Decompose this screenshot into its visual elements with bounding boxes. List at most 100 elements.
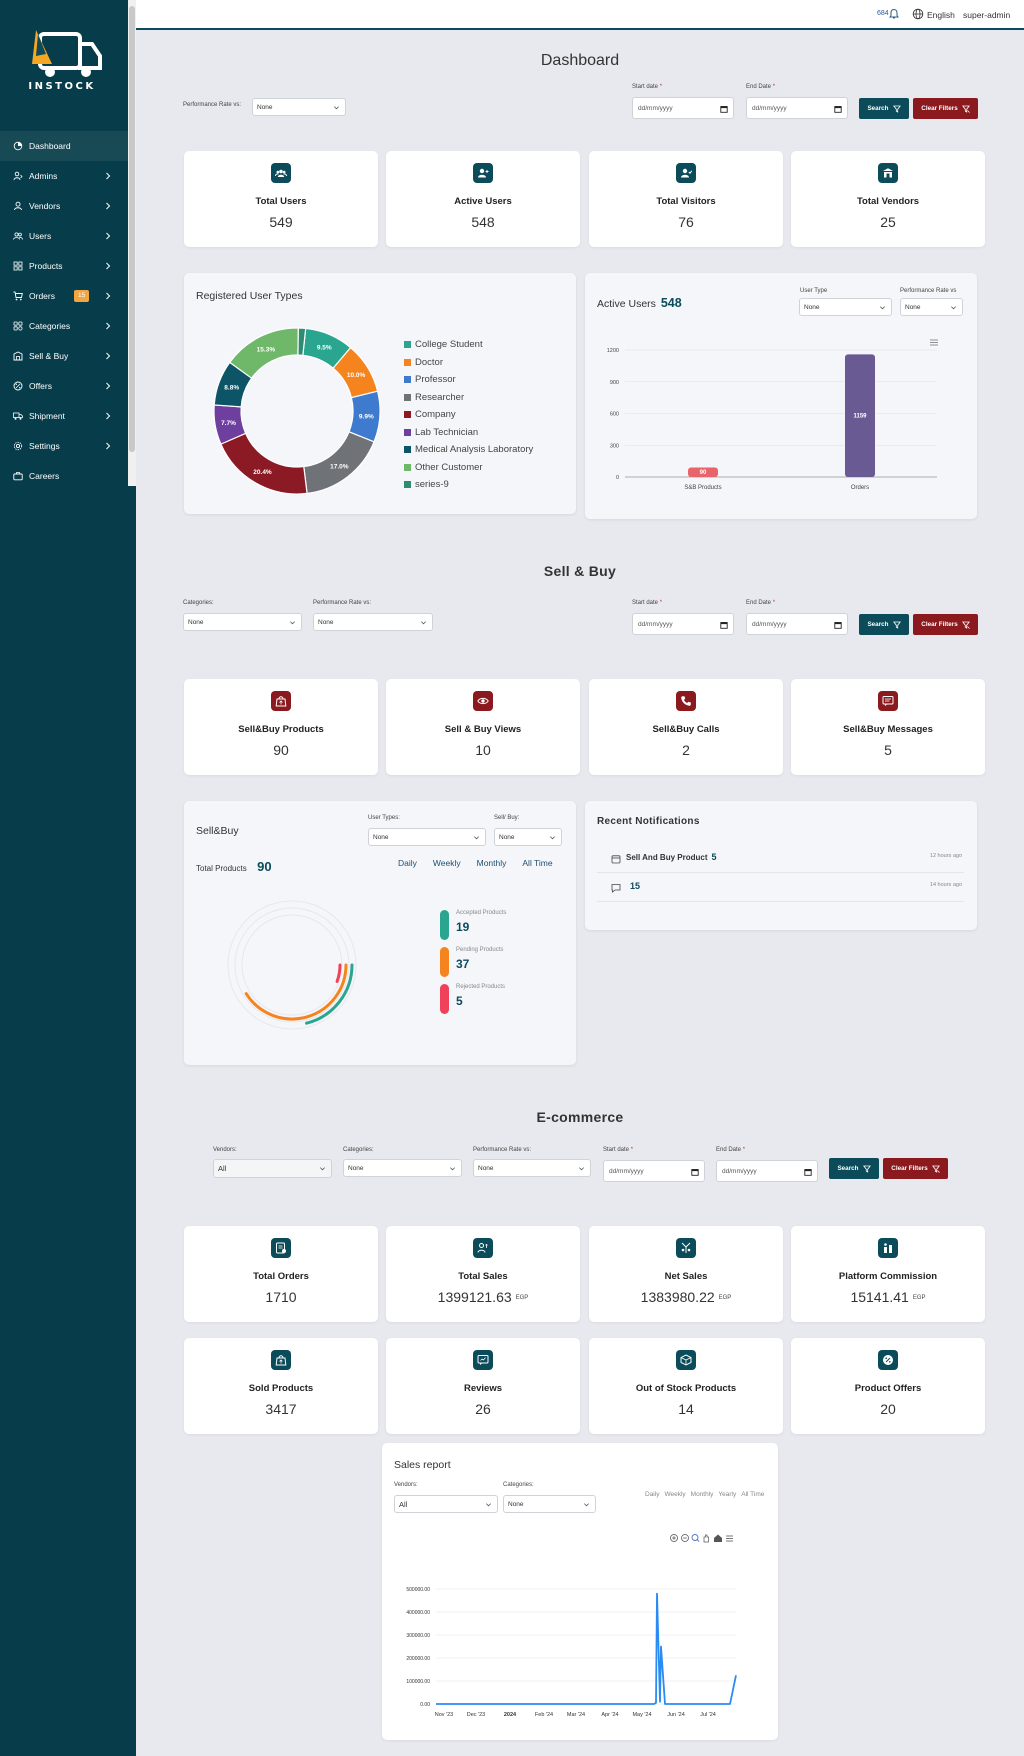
notifications-panel: Recent Notifications Sell And Buy Produc… — [585, 801, 977, 930]
tab-monthly[interactable]: Monthly — [476, 858, 507, 868]
sidebar-item-label: Dashboard — [29, 141, 71, 151]
sidebar-item-vendors[interactable]: Vendors — [0, 191, 128, 221]
globe-icon[interactable] — [912, 8, 924, 20]
sidebar-item-admins[interactable]: Admins — [0, 161, 128, 191]
menu-icon[interactable] — [726, 1535, 733, 1542]
stat-value-row: 10 — [386, 742, 580, 758]
notification-count: 5 — [711, 852, 717, 862]
sr-tab-yearly[interactable]: Yearly — [718, 1491, 737, 1498]
sr-vendors-select[interactable]: All — [394, 1495, 498, 1513]
sr-tab-weekly[interactable]: Weekly — [664, 1491, 686, 1498]
stat-value-row: 15141.41 EGP — [791, 1289, 985, 1305]
bar-s-b-products[interactable] — [688, 467, 718, 477]
radial-arc-pending-products[interactable] — [244, 963, 348, 1021]
legend-item[interactable]: Other Customer — [404, 459, 533, 477]
sr-tab-all-time[interactable]: All Time — [741, 1491, 765, 1498]
chevron-right-icon — [104, 352, 112, 360]
phone-icon — [676, 691, 696, 711]
sidebar-item-careers[interactable]: Careers — [0, 461, 128, 491]
stat-title: Sell&Buy Calls — [652, 724, 720, 735]
start-date-input[interactable]: dd/mm/yyyy — [632, 97, 734, 119]
required-mark: * — [772, 600, 776, 606]
sb-performance-select[interactable]: None — [313, 613, 433, 631]
legend-label: Researcher — [415, 391, 465, 403]
performance-select[interactable]: None — [252, 98, 346, 116]
donut-slice-company[interactable] — [220, 432, 308, 495]
stat-title: Sell & Buy Views — [444, 724, 522, 735]
pan-icon[interactable] — [703, 1534, 709, 1543]
sidebar-item-settings[interactable]: Settings — [0, 431, 128, 461]
chevron-right-icon — [104, 442, 112, 450]
radial-arc-accepted-products[interactable] — [305, 963, 354, 1025]
ec-performance-select[interactable]: None — [473, 1159, 591, 1177]
legend-item[interactable]: Doctor — [404, 354, 533, 372]
legend-item[interactable]: series-9 — [404, 476, 533, 494]
calendar-icon[interactable] — [720, 105, 728, 113]
calendar-icon[interactable] — [804, 1168, 812, 1176]
perf-rate-select[interactable]: None — [900, 298, 963, 316]
vendors-label: Vendors: — [213, 1147, 237, 1153]
sidebar-item-users[interactable]: Users — [0, 221, 128, 251]
chart-menu-icon[interactable] — [930, 339, 938, 346]
tab-weekly[interactable]: Weekly — [432, 858, 461, 868]
sell-buy-select[interactable]: None — [494, 828, 562, 846]
sr-tab-daily[interactable]: Daily — [645, 1491, 660, 1498]
sb-search-button[interactable]: Search — [859, 614, 909, 635]
calendar-icon[interactable] — [834, 621, 842, 629]
zoom-select-icon[interactable] — [691, 1534, 700, 1542]
user-menu[interactable]: super-admin — [963, 10, 1011, 20]
clear-filters-button[interactable]: Clear Filters — [913, 98, 978, 119]
zoom-out-icon[interactable] — [681, 1534, 689, 1542]
ec-end-date-input[interactable]: dd/mm/yyyy — [716, 1160, 818, 1182]
calendar-icon[interactable] — [720, 621, 728, 629]
legend-item[interactable]: College Student — [404, 336, 533, 354]
ec-clear-filters-button[interactable]: Clear Filters — [883, 1158, 948, 1179]
sidebar-item-offers[interactable]: Offers — [0, 371, 128, 401]
sidebar-item-categories[interactable]: Categories — [0, 311, 128, 341]
sidebar-item-sell-buy[interactable]: Sell & Buy — [0, 341, 128, 371]
user-type-select[interactable]: None — [799, 298, 892, 316]
sr-tab-monthly[interactable]: Monthly — [690, 1491, 714, 1498]
ec-search-button[interactable]: Search — [829, 1158, 879, 1179]
sales-line-series[interactable] — [436, 1592, 737, 1705]
sidebar-item-shipment[interactable]: Shipment — [0, 401, 128, 431]
sidebar-item-products[interactable]: Products — [0, 251, 128, 281]
bell-icon[interactable] — [888, 8, 900, 20]
sidebar-item-orders[interactable]: Orders 15 — [0, 281, 128, 311]
legend-item[interactable]: Researcher — [404, 389, 533, 407]
calendar-icon[interactable] — [691, 1168, 699, 1176]
zoom-in-icon[interactable] — [670, 1534, 678, 1542]
vendors-select[interactable]: All — [213, 1159, 332, 1178]
search-button[interactable]: Search — [859, 98, 909, 119]
legend-item[interactable]: Professor — [404, 371, 533, 389]
tab-all-time[interactable]: All Time — [522, 858, 553, 868]
sidebar-item-dashboard[interactable]: Dashboard — [0, 131, 128, 161]
calendar-icon[interactable] — [834, 105, 842, 113]
sb-categories-select[interactable]: None — [183, 613, 302, 631]
legend-item[interactable]: Company — [404, 406, 533, 424]
active-users-panel: Active Users 548 User Type None Performa… — [585, 273, 977, 519]
sb-start-date-input[interactable]: dd/mm/yyyy — [632, 613, 734, 635]
donut-slice-series-9[interactable] — [297, 327, 307, 356]
legend-item[interactable]: Medical Analysis Laboratory — [404, 441, 533, 459]
bar-orders[interactable] — [845, 354, 875, 477]
stat-title: Product Offers — [854, 1383, 922, 1394]
sb-clear-filters-button[interactable]: Clear Filters — [913, 614, 978, 635]
sb-end-date-input[interactable]: dd/mm/yyyy — [746, 613, 848, 635]
end-date-input[interactable]: dd/mm/yyyy — [746, 97, 848, 119]
sr-categories-select[interactable]: None — [503, 1495, 596, 1513]
donut-slice-label: 10.0% — [347, 372, 366, 379]
ec-categories-select[interactable]: None — [343, 1159, 462, 1177]
user-types-title: Registered User Types — [196, 290, 303, 302]
legend-item[interactable]: Lab Technician — [404, 424, 533, 442]
notification-item[interactable]: Sell And Buy Product 5 12 hours ago — [597, 845, 964, 873]
home-icon[interactable] — [714, 1534, 722, 1543]
ec-start-date-input[interactable]: dd/mm/yyyy — [603, 1160, 705, 1182]
radial-arc-rejected-products[interactable] — [335, 963, 342, 983]
sb-user-types-select[interactable]: None — [368, 828, 486, 846]
notification-item[interactable]: 15 14 hours ago — [597, 874, 964, 902]
notification-count[interactable]: 684 — [877, 10, 889, 17]
tab-daily[interactable]: Daily — [398, 858, 417, 868]
sidebar-scrollbar-thumb[interactable] — [129, 6, 135, 452]
language-switcher[interactable]: English — [927, 10, 955, 20]
